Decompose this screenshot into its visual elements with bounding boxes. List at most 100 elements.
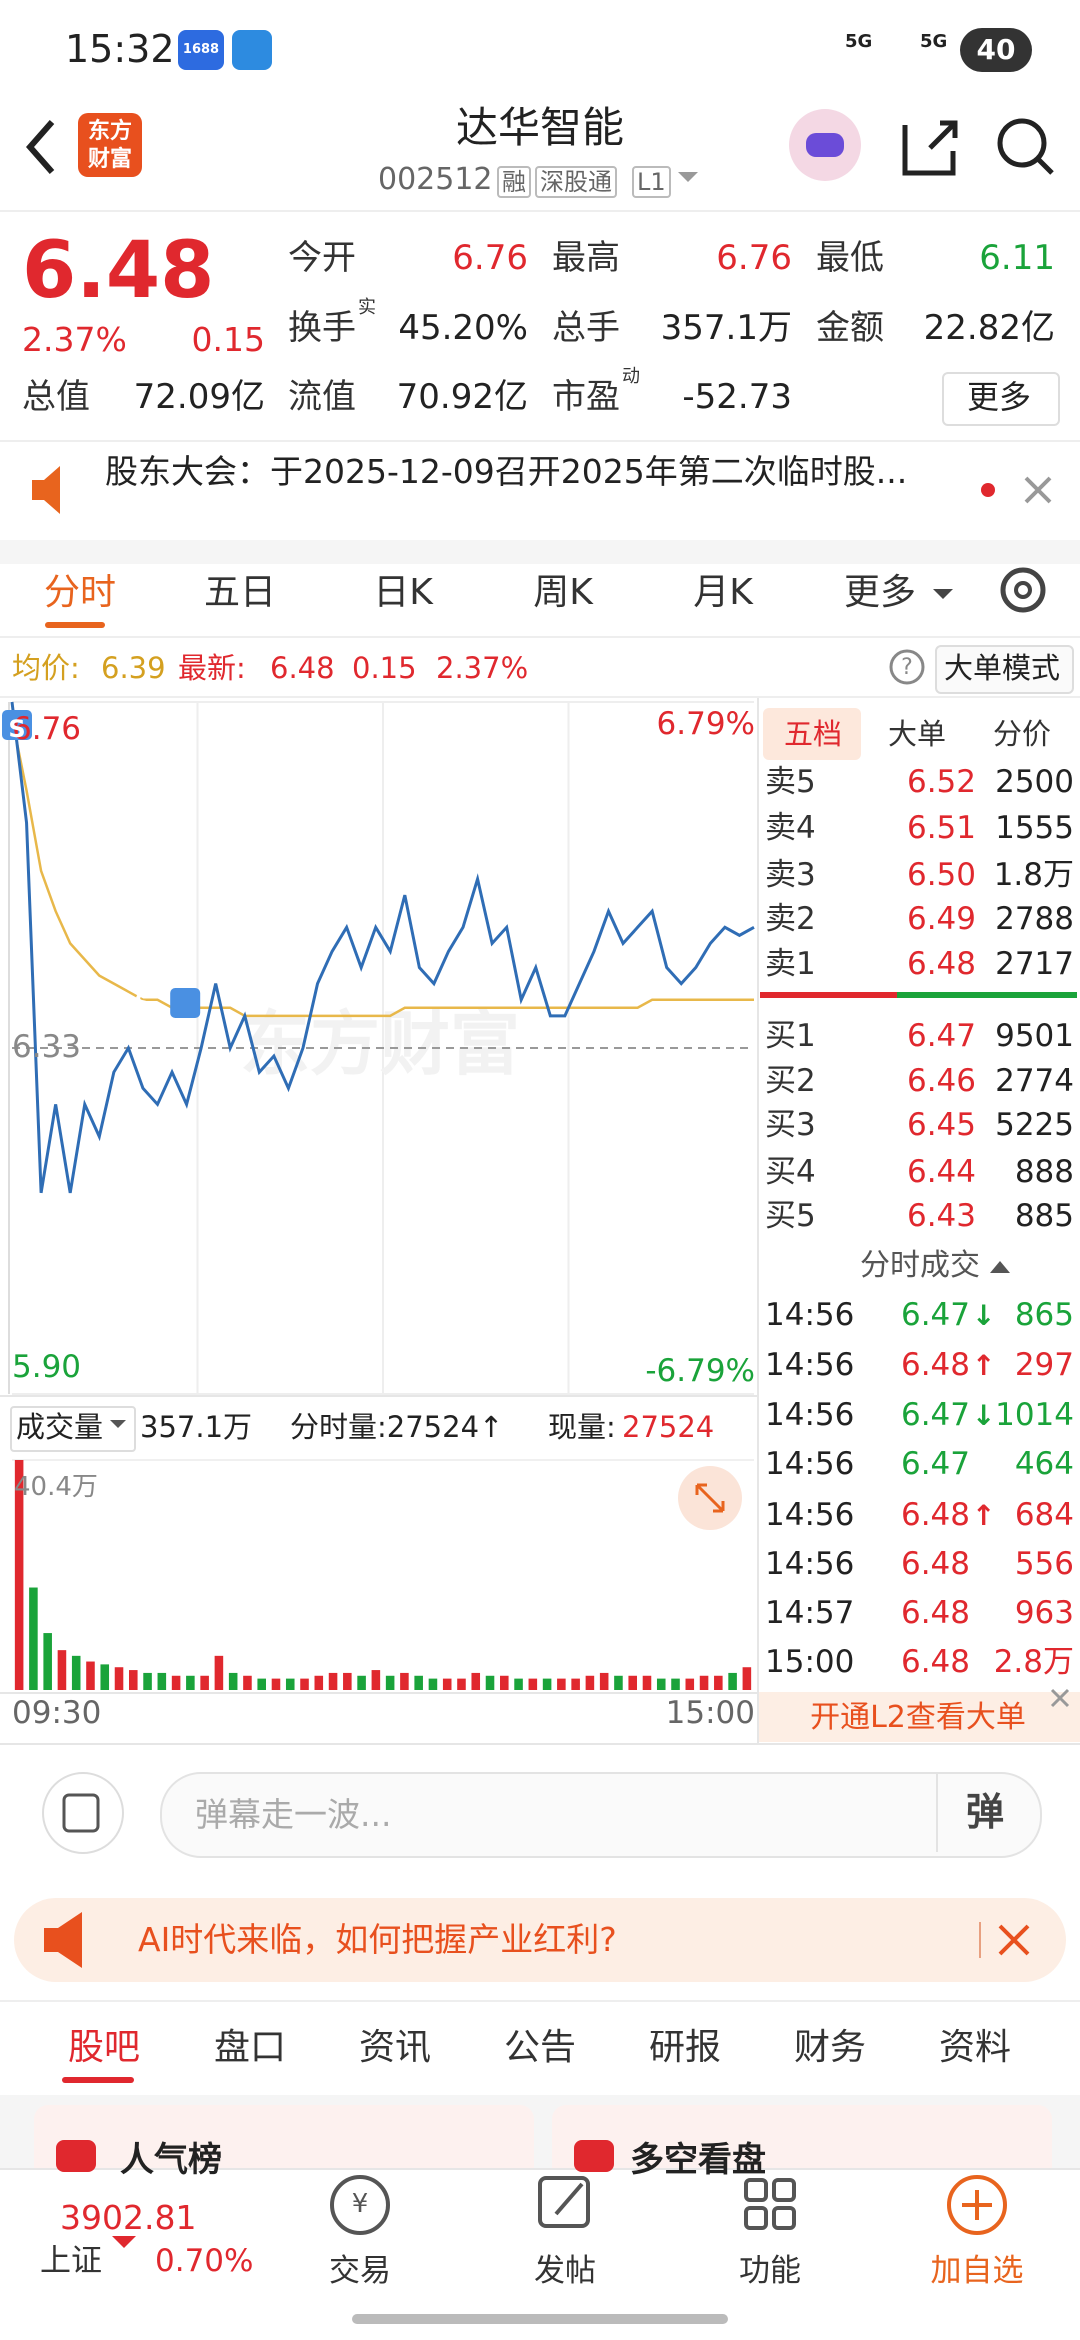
card-title[interactable]: 人气榜 [120,2139,222,2180]
volume-bar [385,1675,395,1690]
current-volume: 27524 [622,1409,715,1444]
mode-label[interactable]: 大单模式 [943,650,1061,685]
badge: S [134,988,152,1017]
back-icon[interactable] [26,120,55,174]
banner-text[interactable]: AI时代来临，如何把握产业红利? [138,1920,617,1960]
volume-bar [528,1678,538,1690]
divider [0,1743,1080,1745]
notice[interactable]: 股东大会：于2025-12-09召开2025年第二次临时股... [105,452,908,492]
nav-label[interactable]: 加自选 [930,2253,1024,2290]
stat-label: 总手 [552,307,620,348]
ratio-bar-buy [897,992,1077,998]
card-title[interactable]: 多空看盘 [630,2139,766,2180]
book-price: 6.49 [906,901,976,938]
volume-bar [642,1675,652,1690]
help[interactable]: ? [901,654,913,680]
volume-bar [699,1675,709,1690]
trade-volume: 1014 [995,1397,1074,1434]
avatar[interactable] [789,109,861,181]
share-icon[interactable] [902,120,958,176]
stat-value: 22.82亿 [923,307,1055,348]
volume-bar [314,1675,324,1690]
divider [0,696,1080,698]
section-tab[interactable]: 研报 [648,2027,722,2069]
close-icon[interactable] [1024,476,1052,504]
book-tab[interactable]: 大单 [887,716,947,751]
banner-bg[interactable] [14,1898,1066,1982]
battery-level: 40 [976,33,1016,67]
tag: L1 [632,165,671,199]
comment-placeholder[interactable]: 弹幕走一波... [195,1795,392,1835]
search-icon [1036,157,1054,175]
l2-link[interactable]: 开通L2查看大单 [810,1700,1026,1735]
book-price: 6.43 [906,1198,976,1235]
comment-input[interactable] [160,1772,1042,1858]
tab[interactable]: 月K [693,572,753,614]
section-tab[interactable]: 股吧 [67,2027,141,2069]
divider [0,636,1080,638]
tab[interactable]: 日K [373,572,433,614]
danmu-icon[interactable]: 弹 [965,1790,1005,1835]
settings-icon [1014,581,1032,599]
book-price: 6.48 [906,946,976,983]
volume-bar [71,1655,81,1690]
volume-bar [471,1672,481,1690]
volume-bar [285,1678,295,1690]
volume-label[interactable]: 成交量 [16,1409,104,1444]
latest-change: 0.15 [352,650,417,685]
volume-bar [414,1675,423,1690]
volume-bar [100,1664,110,1690]
search-icon[interactable] [997,118,1047,168]
tab[interactable]: 分时 [43,572,117,614]
tab[interactable]: 更多 [843,572,917,614]
section-tab[interactable]: 财务 [793,2027,867,2069]
more-label[interactable]: 更多 [966,377,1032,416]
trade-price: 6.47 [900,1397,970,1434]
badge: S [8,714,26,743]
nav-label[interactable]: 交易 [329,2253,391,2290]
volume-bar [728,1672,737,1690]
pct-top: 6.79% [656,706,755,743]
volume-bar [271,1678,281,1690]
comment-tool[interactable] [42,1772,124,1854]
divider [0,1395,757,1397]
volume-select[interactable] [10,1406,136,1452]
divider [0,210,1080,212]
divider [936,1774,938,1852]
nav-label[interactable]: 发帖 [534,2253,596,2290]
volume-bar [57,1650,67,1690]
trade-price: 6.48 [900,1546,970,1583]
trade-time: 14:56 [765,1546,855,1583]
volume-bar [29,1587,38,1690]
section-tab[interactable]: 公告 [503,2027,577,2069]
sort-icon[interactable] [990,1261,1010,1273]
section-tab[interactable]: 盘口 [213,2027,287,2069]
divider [0,2000,1080,2002]
dropdown[interactable] [933,589,953,599]
book-tab[interactable]: 五档 [783,716,843,751]
mode-button[interactable] [935,645,1074,694]
volume-bar [742,1667,752,1690]
book-tab[interactable]: 分价 [992,716,1052,751]
volume-bar [514,1678,523,1690]
nav-label[interactable]: 功能 [739,2253,801,2290]
trade-price: 6.48 [900,1497,970,1534]
index-name: 上证 [40,2243,102,2280]
logo-text: 财富 [87,146,133,172]
more-button[interactable] [942,372,1060,426]
tab-underline [45,622,105,628]
section-tab[interactable]: 资料 [938,2027,1012,2069]
trade-volume: 556 [1014,1546,1074,1583]
volume-bar [656,1678,666,1690]
volume-bar [357,1675,366,1690]
settings-icon[interactable] [1000,567,1046,613]
volume-bar [171,1675,181,1690]
section-tab[interactable]: 资讯 [358,2027,432,2069]
clock: 15:32 [65,27,175,72]
stat-label: 总值 [22,376,90,417]
volume-bar [43,1633,52,1690]
tab[interactable]: 周K [533,572,593,614]
tab[interactable]: 五日 [203,572,277,614]
dropdown[interactable] [678,172,698,182]
volume-total: 357.1万 [140,1409,253,1444]
